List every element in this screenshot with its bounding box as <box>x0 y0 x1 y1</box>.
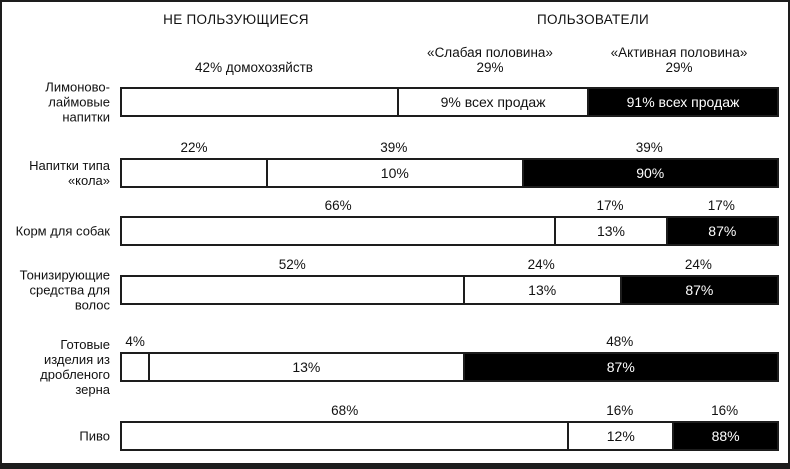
category-label: Напитки типа «кола» <box>29 158 110 188</box>
category-label: Лимоново- лаймовые напитки <box>45 79 110 125</box>
bar-segment-heavy-half: 87% <box>462 354 777 380</box>
segment-percent-label: 24% <box>684 257 712 272</box>
segment-percent-label: 66% <box>324 198 352 213</box>
segment-percent-label: 16% <box>711 403 739 418</box>
column-header-users: ПОЛЬЗОВАТЕЛИ <box>536 12 650 27</box>
segment-percent-label: 68% <box>331 403 359 418</box>
segment-percent-label: 17% <box>596 198 624 213</box>
heavy-half-percent: 29% <box>665 60 693 75</box>
stacked-bar: 4% 13% 87% 48% <box>120 334 779 382</box>
category-label: Корм для собак <box>15 223 110 239</box>
stacked-bar: 9% всех продаж 91% всех продаж <box>120 87 779 117</box>
bar-segment-nonusers <box>122 277 463 303</box>
stacked-bar: 22% 10% 39% 90% 39% <box>120 140 779 188</box>
bar-segment-light-half: 10% <box>266 160 522 186</box>
segment-percent-label: 17% <box>707 198 735 213</box>
segment-percent-label: 39% <box>635 140 663 155</box>
stacked-bar: 68% 12% 16% 88% 16% <box>120 403 779 451</box>
segment-percent-label: 4% <box>125 334 145 349</box>
bar-segment-light-half: 13% <box>148 354 463 380</box>
category-label: Пиво <box>79 428 110 444</box>
bar-segment-heavy-half: 87% <box>619 277 777 303</box>
bar-segment-nonusers <box>122 354 149 380</box>
bar-segment-light-half: 13% <box>462 277 620 303</box>
bar-segment-light-half: 13% <box>554 218 666 244</box>
light-half-header: «Слабая половина» 29% <box>427 45 553 75</box>
bar-segment-heavy-half: 91% всех продаж <box>587 89 777 115</box>
bar-segment-heavy-half: 87% <box>665 218 777 244</box>
segment-percent-label: 24% <box>527 257 555 272</box>
bar-segment-heavy-half: 88% <box>672 423 777 449</box>
bar-segment-nonusers <box>122 423 568 449</box>
heavy-half-title: «Активная половина» <box>610 45 748 60</box>
segment-percent-label: 52% <box>278 257 306 272</box>
bar-segment-light-half: 9% всех продаж <box>397 89 588 115</box>
light-half-percent: 29% <box>476 60 504 75</box>
bar-segment-nonusers <box>122 89 398 115</box>
segment-percent-label: 48% <box>606 334 634 349</box>
light-half-title: «Слабая половина» <box>427 45 553 60</box>
category-label: Готовые изделия из дробленого зерна <box>40 337 110 397</box>
segment-percent-label: 39% <box>380 140 408 155</box>
category-label: Тонизирующие средства для волос <box>19 267 110 313</box>
heavy-half-header: «Активная половина» 29% <box>611 45 748 75</box>
stacked-bar: 52% 13% 24% 87% 24% <box>120 257 779 305</box>
bar-segment-heavy-half: 90% <box>521 160 777 186</box>
stacked-bar: 66% 13% 17% 87% 17% <box>120 198 779 246</box>
segment-percent-label: 16% <box>606 403 634 418</box>
bar-segment-light-half: 12% <box>567 423 673 449</box>
bar-segment-nonusers <box>122 218 555 244</box>
segment-percent-label: 22% <box>180 140 208 155</box>
column-header-nonusers: НЕ ПОЛЬЗУЮЩИЕСЯ <box>163 12 309 27</box>
households-percent-label: 42% домохозяйств <box>195 60 313 75</box>
bar-segment-nonusers <box>122 160 267 186</box>
